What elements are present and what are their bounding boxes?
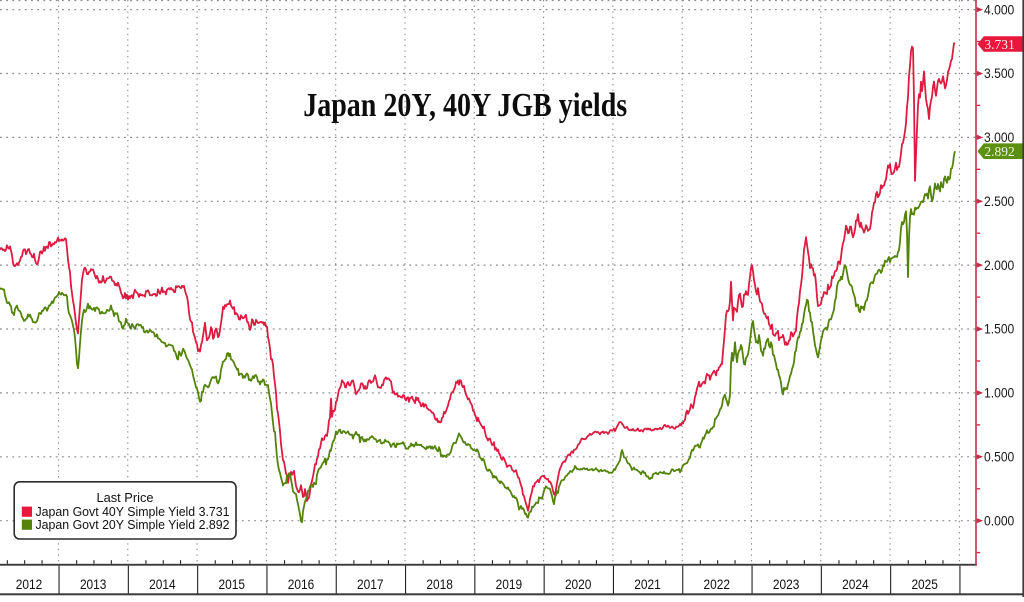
svg-text:Japan 20Y, 40Y JGB yields: Japan 20Y, 40Y JGB yields — [303, 87, 627, 124]
svg-text:2014: 2014 — [149, 576, 176, 592]
svg-text:2.000: 2.000 — [984, 258, 1014, 273]
svg-text:2.500: 2.500 — [984, 194, 1014, 209]
svg-text:2021: 2021 — [634, 576, 661, 592]
svg-text:Japan Govt 20Y Simple Yield 2.: Japan Govt 20Y Simple Yield 2.892 — [36, 517, 230, 532]
svg-text:3.731: 3.731 — [984, 37, 1014, 52]
svg-text:2019: 2019 — [496, 576, 523, 592]
svg-text:2024: 2024 — [842, 576, 869, 592]
svg-text:2012: 2012 — [16, 576, 43, 592]
svg-text:1.500: 1.500 — [984, 322, 1014, 337]
svg-text:3.500: 3.500 — [984, 66, 1014, 81]
svg-text:4.000: 4.000 — [984, 2, 1014, 17]
svg-text:Last Price: Last Price — [97, 490, 154, 505]
svg-text:2020: 2020 — [565, 576, 592, 592]
svg-text:2.892: 2.892 — [984, 144, 1014, 159]
svg-text:0.500: 0.500 — [984, 450, 1014, 465]
svg-text:1.000: 1.000 — [984, 386, 1014, 401]
svg-text:2023: 2023 — [773, 576, 800, 592]
svg-text:2025: 2025 — [911, 576, 938, 592]
svg-text:3.000: 3.000 — [984, 130, 1014, 145]
svg-text:2022: 2022 — [704, 576, 731, 592]
svg-text:2013: 2013 — [80, 576, 107, 592]
svg-text:2017: 2017 — [357, 576, 384, 592]
svg-text:2016: 2016 — [288, 576, 315, 592]
svg-text:2015: 2015 — [219, 576, 246, 592]
svg-text:Japan Govt 40Y Simple Yield 3.: Japan Govt 40Y Simple Yield 3.731 — [36, 504, 230, 519]
svg-text:0.000: 0.000 — [984, 513, 1014, 528]
svg-text:2018: 2018 — [426, 576, 453, 592]
